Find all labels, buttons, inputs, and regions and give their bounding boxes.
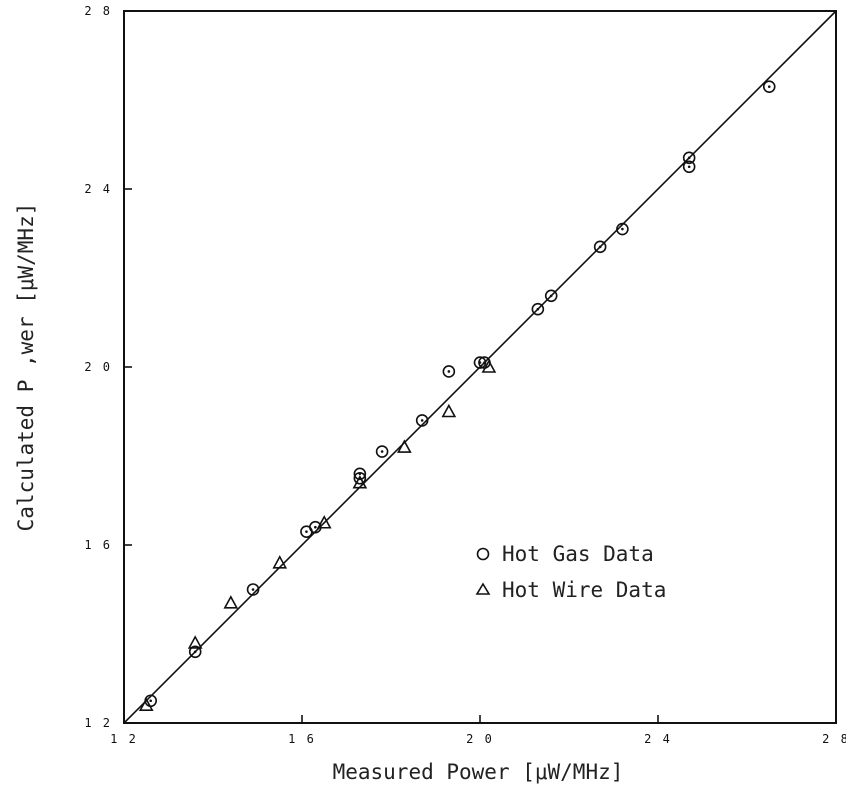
- x-tick-label: 1 2: [110, 732, 138, 746]
- hot-gas-point-center: [193, 650, 197, 654]
- hot-gas-point-center: [621, 227, 624, 231]
- hot-wire-point: [352, 475, 368, 489]
- hot-gas-point: [593, 240, 607, 254]
- hot-gas-point: [353, 467, 367, 481]
- hot-gas-point-center: [251, 588, 255, 591]
- legend: Hot Gas Data Hot Wire Data: [475, 542, 666, 602]
- x-tick-label: 1 6: [288, 732, 316, 746]
- hot-gas-point: [682, 160, 696, 174]
- hot-gas-point-center: [598, 245, 602, 249]
- hot-gas-point: [531, 302, 545, 316]
- legend-label-hot-wire: Hot Wire Data: [502, 578, 666, 602]
- y-axis-ticks: 1 2 1 6 2 0 2 4 2 8: [84, 4, 132, 730]
- hot-wire-point: [223, 595, 239, 609]
- x-tick-label: 2 0: [466, 732, 494, 746]
- hot-gas-point-center: [536, 307, 540, 311]
- legend-circle-marker: [476, 547, 490, 561]
- x-tick-label: 2 8: [822, 732, 846, 746]
- hot-gas-point-center: [380, 450, 384, 453]
- hot-wire-point: [272, 555, 288, 569]
- y-tick-label: 1 2: [84, 716, 112, 730]
- y-tick-label: 2 8: [84, 4, 112, 18]
- hot-wire-point: [138, 697, 154, 712]
- hot-gas-point: [375, 445, 389, 458]
- hot-gas-point-center: [314, 525, 317, 529]
- x-axis-ticks: 1 2 1 6 2 0 2 4 2 8: [110, 715, 846, 746]
- hot-gas-point-center: [483, 361, 486, 364]
- hot-gas-point: [415, 414, 429, 427]
- y-axis-title: Calculated P ,wer [μW/MHz]: [14, 203, 38, 532]
- x-axis-title: Measured Power [μW/MHz]: [333, 760, 624, 784]
- hot-gas-point-center: [420, 419, 424, 422]
- hot-gas-point-center: [447, 370, 451, 373]
- hot-gas-point-center: [149, 699, 152, 703]
- legend-triangle-marker: [475, 582, 491, 595]
- hot-gas-point-center: [549, 294, 553, 298]
- hot-wire-point: [187, 635, 203, 649]
- hot-gas-point-center: [305, 530, 308, 533]
- y-tick-label: 2 0: [84, 360, 112, 374]
- hot-gas-point: [544, 289, 558, 303]
- hot-wire-point: [481, 359, 497, 373]
- hot-gas-point: [762, 80, 776, 93]
- legend-label-hot-gas: Hot Gas Data: [502, 542, 654, 566]
- hot-gas-point-center: [687, 156, 691, 160]
- hot-gas-point-center: [358, 472, 362, 476]
- hot-gas-point-center: [767, 85, 771, 88]
- hot-gas-point: [188, 645, 202, 659]
- hot-gas-point: [442, 365, 456, 378]
- hot-gas-point-center: [687, 165, 691, 169]
- hot-wire-point: [316, 515, 332, 529]
- y-tick-label: 1 6: [84, 538, 112, 552]
- hot-gas-point: [246, 583, 260, 596]
- hot-wire-point: [441, 403, 457, 418]
- x-tick-label: 2 4: [644, 732, 672, 746]
- hot-wire-point: [397, 439, 412, 453]
- y-tick-label: 2 4: [84, 182, 112, 196]
- data-points: [138, 80, 776, 712]
- hot-gas-point: [682, 151, 696, 165]
- hot-gas-point: [616, 222, 629, 236]
